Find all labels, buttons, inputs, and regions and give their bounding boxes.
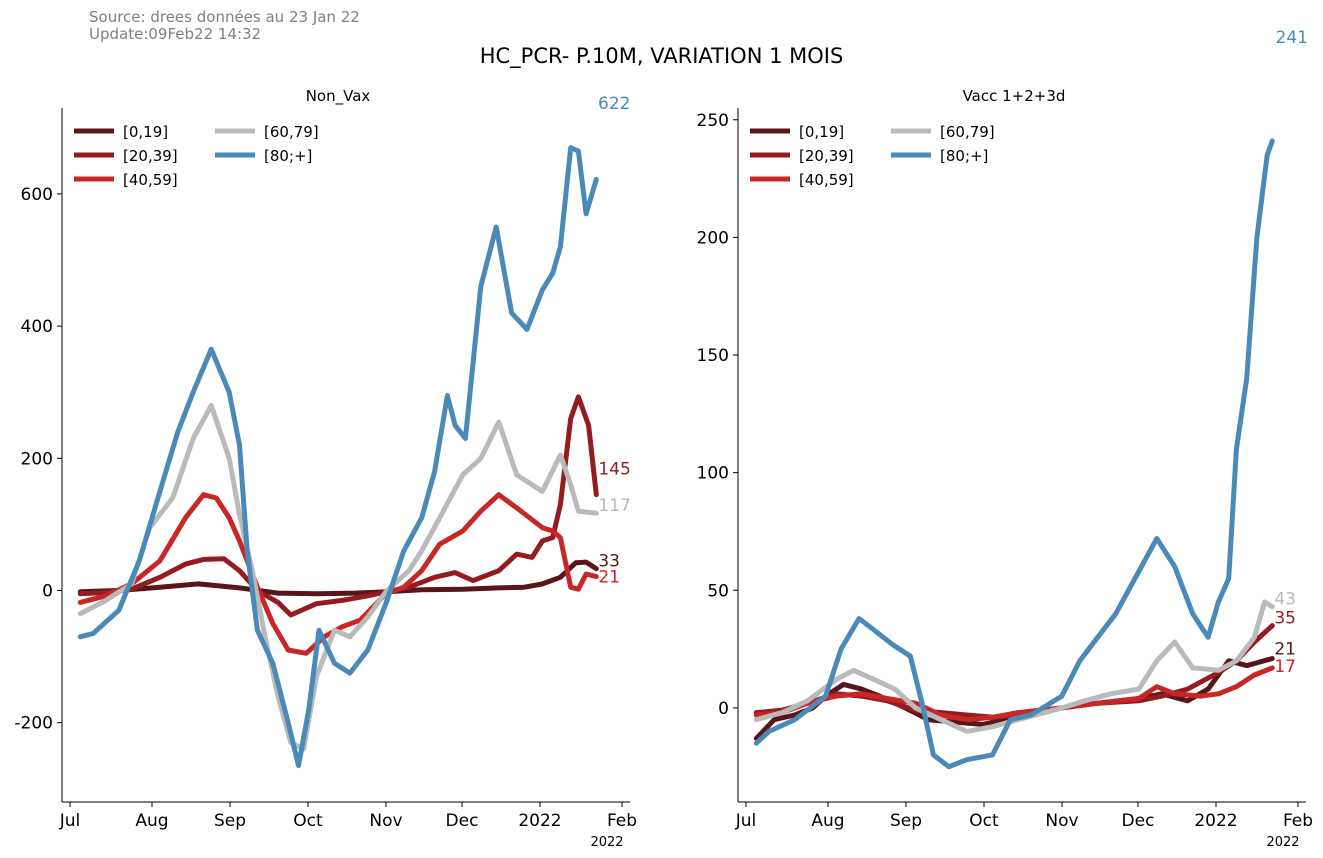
- x-tick-label: 2022: [518, 811, 561, 831]
- series-end-label: 35: [1274, 609, 1296, 629]
- x-tick-label: Feb: [1283, 811, 1313, 831]
- y-tick-label: 250: [697, 111, 729, 131]
- x-tick-label: Dec: [1122, 811, 1155, 831]
- series-line-2: [753, 665, 1275, 723]
- legend-label: [60,79]: [940, 123, 995, 141]
- legend-label: [60,79]: [264, 123, 319, 141]
- x-tick-label: Jul: [59, 811, 81, 831]
- series-line-3: [753, 599, 1275, 734]
- chart-panel-1: Non_Vax -200 0 200 400 600 Jul Aug Sep Oct Nov Dec 2…: [14, 87, 637, 850]
- y-tick-label: 400: [21, 317, 53, 337]
- x-tick-label: Oct: [969, 811, 999, 831]
- chart-title: Vacc 1+2+3d: [963, 87, 1066, 105]
- series-end-label: 145: [598, 460, 630, 480]
- corner-value: 241: [1275, 28, 1308, 48]
- series-line-0: [77, 559, 599, 597]
- x-tick-label: Nov: [1045, 811, 1078, 831]
- source-line: Source: drees données au 23 Jan 22: [89, 8, 360, 26]
- series-end-label: 117: [598, 496, 630, 516]
- top-value-label: 622: [598, 94, 630, 114]
- legend-label: [80;+]: [264, 147, 312, 165]
- x-tick-label: Dec: [446, 811, 479, 831]
- legend-label: [40,59]: [799, 171, 854, 189]
- legend-label: [0,19]: [799, 123, 844, 141]
- legend: [0,19] [20,39] [40,59] [60,79] [80;+]: [74, 123, 319, 189]
- x-tick-label: Sep: [890, 811, 922, 831]
- chart-title: Non_Vax: [306, 87, 371, 106]
- series-end-label: 21: [598, 568, 620, 588]
- y-tick-label: 0: [718, 699, 729, 719]
- legend: [0,19] [20,39] [40,59] [60,79] [80;+]: [750, 123, 995, 189]
- x-tick-label: Nov: [369, 811, 402, 831]
- legend-label: [20,39]: [799, 147, 854, 165]
- chart-panel-2: Vacc 1+2+3d 0 50 100 150 200 250 Jul Aug Sep Oct No…: [697, 87, 1314, 850]
- x-tick-label: Jul: [735, 811, 757, 831]
- x-tick-label: Feb: [607, 811, 637, 831]
- series-end-label: 17: [1274, 657, 1296, 677]
- legend-label: [80;+]: [940, 147, 988, 165]
- legend-label: [40,59]: [123, 171, 178, 189]
- y-tick-label: 100: [697, 464, 729, 484]
- series-line-4: [753, 138, 1275, 770]
- x-tick-label: Aug: [811, 811, 844, 831]
- legend-label: [0,19]: [123, 123, 168, 141]
- x-tick-label: 2022: [1194, 811, 1237, 831]
- update-line: Update:09Feb22 14:32: [89, 25, 262, 43]
- y-tick-label: 150: [697, 346, 729, 366]
- y-tick-label: 200: [697, 228, 729, 248]
- y-tick-label: -200: [14, 714, 53, 734]
- x-tick-label: Aug: [135, 811, 168, 831]
- source-note: Source: drees données au 23 Jan 22 Updat…: [89, 9, 360, 43]
- series-end-label: 21: [1274, 639, 1296, 659]
- x-tick-label: Oct: [293, 811, 323, 831]
- y-tick-label: 0: [42, 581, 53, 601]
- x-sublabel: 2022: [1266, 835, 1299, 850]
- legend-label: [20,39]: [123, 147, 178, 165]
- page-title: HC_PCR- P.10M, VARIATION 1 MOIS: [479, 44, 844, 68]
- x-tick-label: Sep: [214, 811, 246, 831]
- series-line-4: [77, 145, 599, 769]
- y-tick-label: 50: [707, 581, 729, 601]
- series-line-2: [77, 492, 599, 656]
- series-line-3: [77, 402, 599, 752]
- y-tick-label: 600: [21, 185, 53, 205]
- series-end-label: 43: [1274, 590, 1296, 610]
- series-end-label: 33: [598, 552, 620, 572]
- x-sublabel: 2022: [590, 835, 623, 850]
- y-tick-label: 200: [21, 449, 53, 469]
